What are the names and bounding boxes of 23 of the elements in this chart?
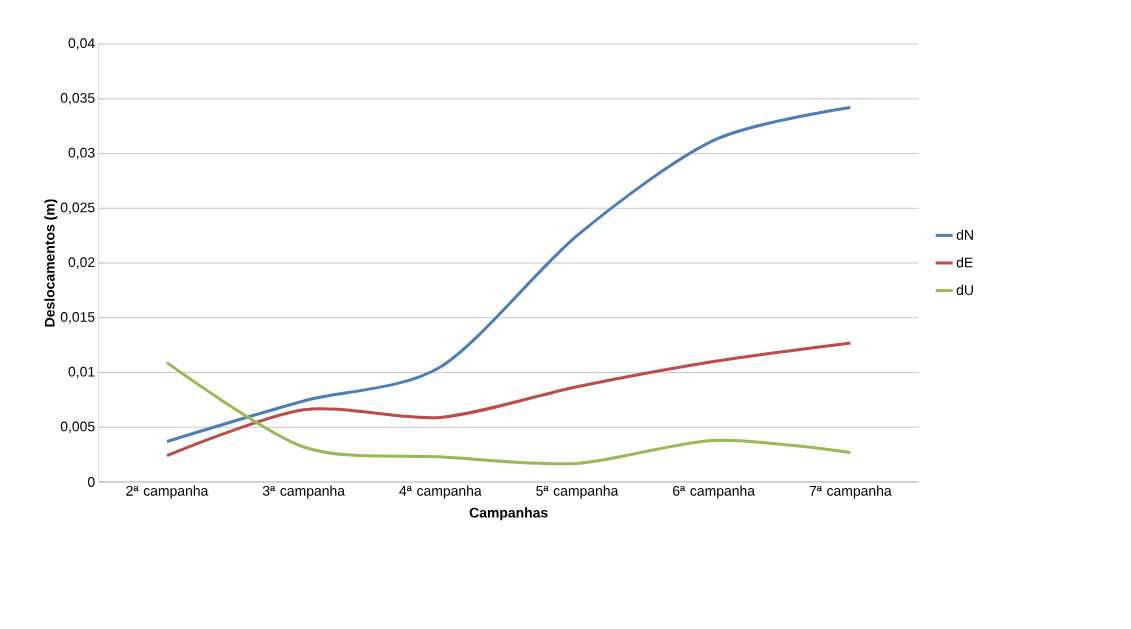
x-tick-label: 2ª campanha <box>126 485 209 499</box>
y-tick-label: 0,04 <box>68 38 95 50</box>
line-series <box>165 361 852 466</box>
legend-label: dU <box>956 284 973 296</box>
x-tick-label: 7ª campanha <box>809 485 892 499</box>
y-tick-label: 0,03 <box>68 147 95 160</box>
y-axis-title: Deslocamentos (m) <box>44 199 58 327</box>
legend-label: dE <box>956 257 973 268</box>
y-tick-label: 0 <box>87 477 95 487</box>
legend-label: dN <box>956 229 973 240</box>
y-tick-label: 0,015 <box>60 311 95 324</box>
x-tick-label: 6ª campanha <box>673 485 756 499</box>
y-tick-label: 0,005 <box>60 421 95 434</box>
y-tick-label: 0,035 <box>60 92 95 105</box>
y-tick-label: 0,025 <box>60 202 95 214</box>
line-series <box>165 106 852 443</box>
y-tick-label: 0,02 <box>68 257 95 269</box>
line-series <box>165 341 852 458</box>
x-tick-label: 3ª campanha <box>262 485 346 499</box>
y-tick-label: 0,01 <box>68 366 95 379</box>
x-tick-label: 4ª campanha <box>399 485 482 499</box>
x-axis-title: Campanhas <box>469 507 548 521</box>
x-tick-label: 5ª campanha <box>536 485 619 499</box>
